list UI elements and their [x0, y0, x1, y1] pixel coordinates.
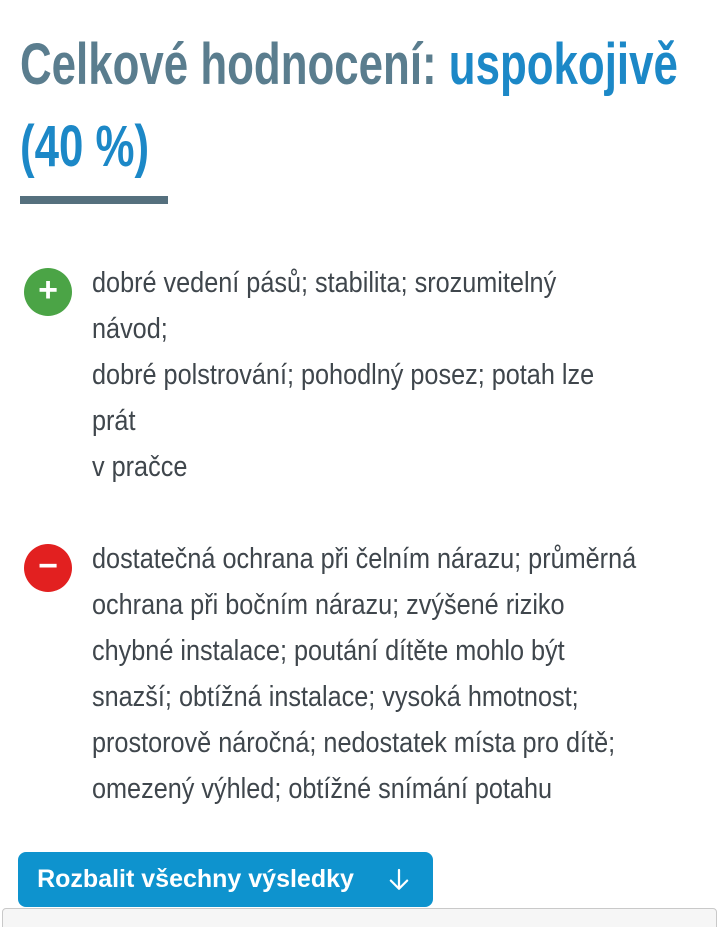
- minus-glyph: −: [38, 547, 58, 585]
- expand-button-label: Rozbalit všechny výsledky: [37, 865, 354, 893]
- overall-rating-heading: Celkové hodnocení: uspokojivě (40 %): [20, 24, 700, 188]
- pros-row: + dobré vedení pásů; stabilita; srozumit…: [24, 260, 719, 490]
- arrow-down-icon: [389, 868, 409, 890]
- minus-icon: −: [24, 544, 72, 592]
- pros-text: dobré vedení pásů; stabilita; srozumitel…: [92, 267, 595, 483]
- rating-value: uspokojivě (40 %): [20, 32, 678, 179]
- cons-row: − dostatečná ochrana při čelním nárazu; …: [24, 536, 719, 812]
- plus-icon: +: [24, 268, 72, 316]
- plus-glyph: +: [38, 271, 58, 309]
- horizontal-scrollbar[interactable]: [2, 908, 717, 927]
- rating-label: Celkové hodnocení:: [20, 32, 449, 97]
- heading-underline: [20, 196, 168, 204]
- expand-all-results-button[interactable]: Rozbalit všechny výsledky: [18, 852, 433, 907]
- cons-text: dostatečná ochrana při čelním nárazu; pr…: [92, 543, 637, 805]
